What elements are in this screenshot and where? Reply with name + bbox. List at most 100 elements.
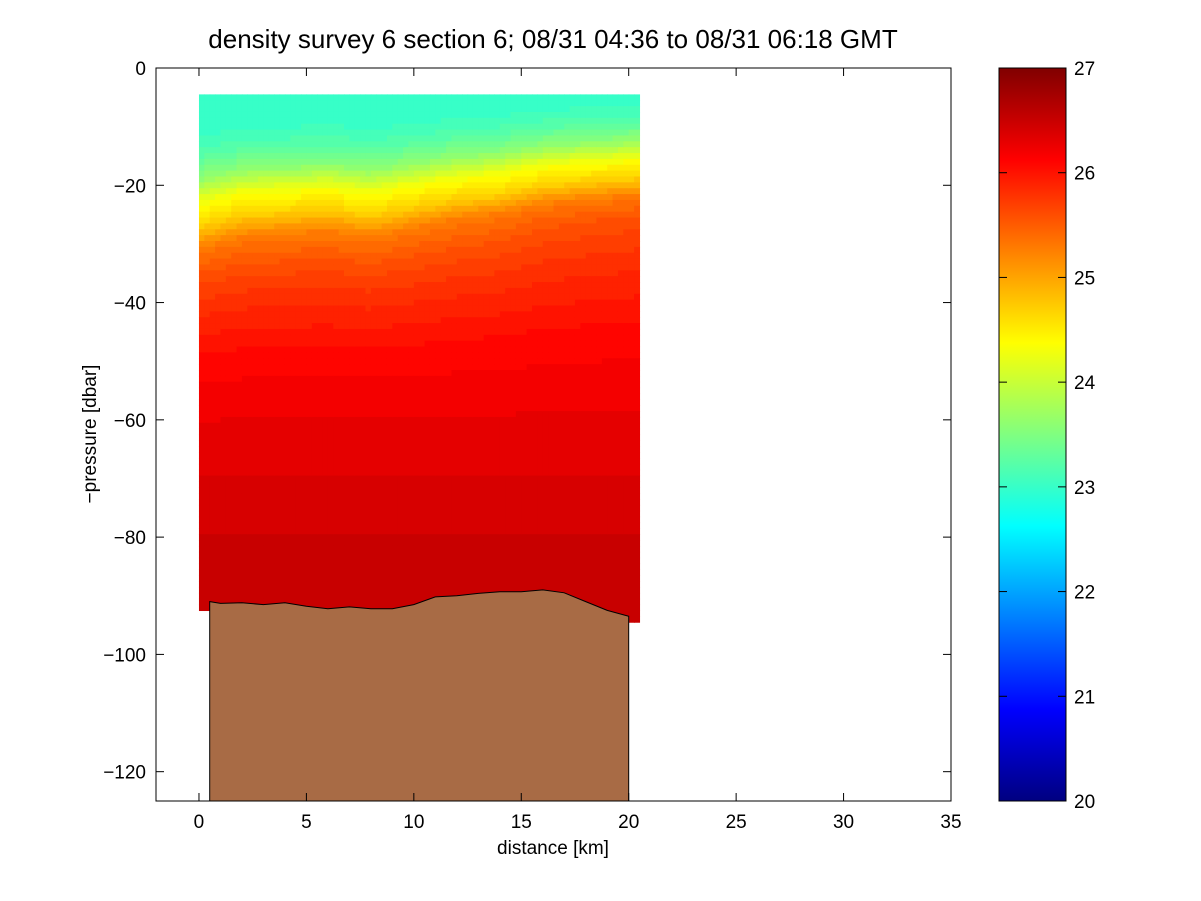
density-cell (440, 334, 447, 342)
density-cell (247, 346, 254, 353)
density-cell (413, 393, 420, 400)
density-cell (446, 240, 453, 248)
density-cell (392, 411, 399, 418)
density-cell (306, 592, 313, 600)
density-cell (209, 182, 216, 189)
density-cell (344, 229, 350, 236)
density-cell (376, 440, 383, 447)
density-cell (360, 393, 367, 400)
density-cell (386, 340, 393, 348)
density-cell (284, 434, 291, 441)
density-cell (424, 147, 431, 154)
density-cell (311, 111, 318, 119)
density-cell (386, 499, 393, 506)
density-cell (424, 158, 431, 166)
density-cell (403, 416, 410, 424)
density-cell (376, 252, 383, 260)
density-cell (467, 422, 474, 430)
density-cell (274, 264, 281, 271)
density-cell (424, 223, 431, 230)
density-cell (215, 252, 222, 260)
density-cell (311, 522, 318, 529)
density-cell (467, 416, 474, 424)
density-cell (456, 370, 463, 377)
density-cell (408, 516, 415, 524)
density-cell (360, 569, 367, 576)
density-cell (327, 194, 334, 201)
density-cell (209, 100, 216, 107)
density-cell (456, 422, 463, 430)
density-cell (349, 581, 356, 588)
density-cell (333, 235, 340, 242)
density-cell (268, 499, 275, 506)
density-cell (494, 375, 501, 383)
density-cell (301, 211, 307, 219)
density-cell (252, 581, 259, 588)
density-cell (370, 141, 377, 148)
density-cell (440, 141, 447, 148)
density-cell (236, 164, 243, 172)
density-cell (338, 141, 345, 148)
density-cell (284, 129, 291, 137)
density-cell (279, 94, 286, 101)
density-cell (451, 328, 458, 336)
density-cell (494, 487, 501, 494)
density-cell (198, 446, 205, 453)
density-cell (241, 199, 248, 207)
density-cell (258, 305, 265, 312)
density-cell (236, 581, 243, 588)
density-cell (333, 223, 340, 230)
density-cell (386, 170, 393, 178)
density-cell (344, 311, 350, 318)
density-cell (327, 188, 334, 195)
density-cell (258, 586, 265, 594)
density-cell (247, 205, 254, 213)
density-cell (215, 575, 222, 582)
density-cell (424, 387, 431, 395)
density-cell (349, 317, 356, 324)
density-cell (333, 305, 340, 312)
density-cell (295, 375, 302, 383)
density-cell (354, 240, 361, 248)
density-cell (349, 364, 356, 371)
density-cell (279, 217, 286, 224)
density-cell (344, 252, 350, 260)
density-cell (204, 106, 211, 113)
density-cell (478, 246, 485, 254)
density-cell (365, 323, 372, 330)
density-cell (349, 569, 356, 576)
density-cell (311, 129, 318, 137)
density-cell (381, 370, 388, 377)
density-cell (478, 299, 485, 307)
density-cell (489, 276, 496, 283)
density-cell (365, 311, 372, 318)
density-cell (279, 475, 286, 483)
density-cell (209, 211, 216, 219)
density-cell (440, 346, 447, 353)
density-cell (349, 452, 356, 459)
density-cell (408, 264, 415, 271)
density-cell (241, 534, 248, 541)
density-cell (451, 586, 458, 594)
density-cell (462, 481, 469, 488)
density-cell (360, 205, 367, 213)
density-cell (263, 393, 270, 400)
density-cell (209, 252, 216, 260)
density-cell (386, 575, 393, 582)
density-cell (456, 563, 463, 570)
density-cell (419, 223, 426, 230)
density-cell (360, 381, 367, 389)
density-cell (462, 393, 469, 400)
density-cell (381, 387, 388, 395)
density-cell (424, 411, 431, 418)
density-cell (306, 305, 313, 312)
density-cell (365, 188, 372, 195)
density-cell (472, 575, 479, 582)
density-cell (338, 328, 345, 336)
density-cell (397, 563, 404, 570)
density-cell (301, 581, 307, 588)
density-cell (381, 141, 388, 148)
density-cell (429, 440, 436, 447)
density-cell (338, 493, 345, 500)
density-cell (344, 481, 350, 488)
